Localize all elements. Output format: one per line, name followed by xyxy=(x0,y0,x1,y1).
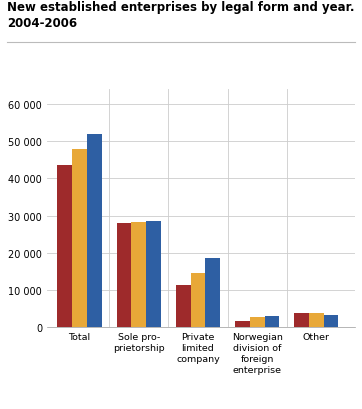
Bar xyxy=(294,313,309,327)
Bar xyxy=(176,285,190,327)
Bar xyxy=(265,317,279,327)
Text: New established enterprises by legal form and year.: New established enterprises by legal for… xyxy=(7,1,355,14)
Bar xyxy=(205,258,220,327)
Text: 2004-2006: 2004-2006 xyxy=(7,17,77,30)
Bar xyxy=(324,315,338,327)
Bar xyxy=(250,317,265,327)
Bar xyxy=(190,274,205,327)
Bar xyxy=(146,222,161,327)
Bar xyxy=(58,166,72,327)
Bar xyxy=(117,223,131,327)
Bar xyxy=(235,321,250,327)
Bar xyxy=(131,222,146,327)
Bar xyxy=(309,313,324,327)
Bar xyxy=(87,135,102,327)
Bar xyxy=(72,150,87,327)
